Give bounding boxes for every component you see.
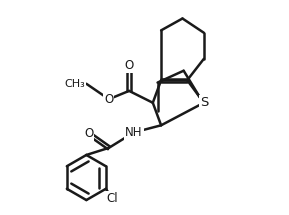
Text: CH₃: CH₃ xyxy=(64,79,85,89)
Text: O: O xyxy=(84,127,93,140)
Text: S: S xyxy=(200,96,208,109)
Text: Cl: Cl xyxy=(107,192,118,205)
Text: O: O xyxy=(125,60,134,72)
Text: NH: NH xyxy=(125,126,142,139)
Text: O: O xyxy=(104,93,114,106)
